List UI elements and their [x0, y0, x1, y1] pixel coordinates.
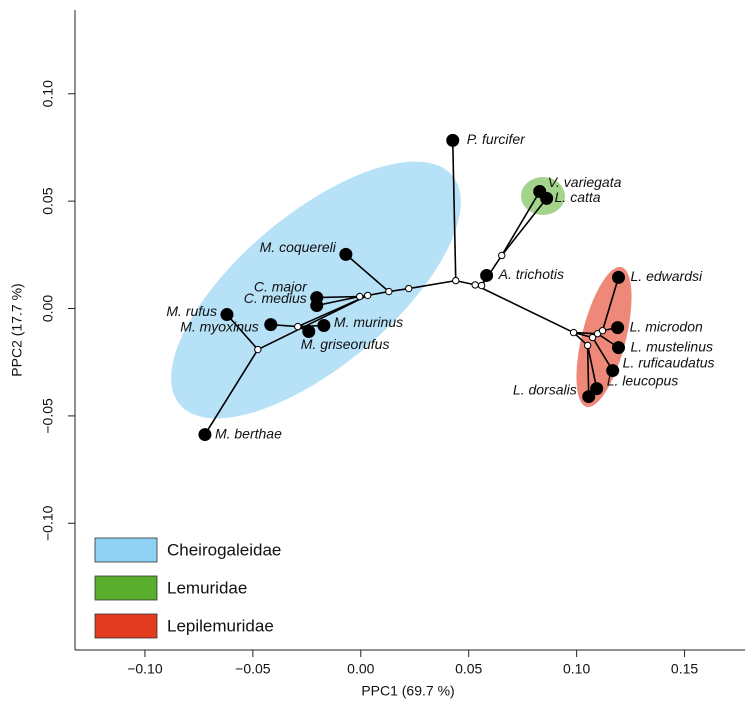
- tip-point: [318, 319, 330, 331]
- y-tick-label: 0.00: [40, 295, 56, 322]
- internal-node: [386, 288, 392, 294]
- internal-node: [406, 285, 412, 291]
- tip-point: [221, 309, 233, 321]
- tip-point: [613, 271, 625, 283]
- tip-label: L. microdon: [630, 318, 703, 334]
- internal-node: [295, 323, 301, 329]
- tip-label: M. myoxinus: [180, 318, 259, 334]
- tip-point: [199, 429, 211, 441]
- internal-node: [499, 252, 505, 258]
- tip-point: [447, 134, 459, 146]
- tree-edge: [502, 191, 540, 255]
- tip-label: P. furcifer: [467, 131, 526, 147]
- tip-point: [591, 383, 603, 395]
- legend-swatch: [95, 614, 157, 638]
- x-axis-label: PPC1 (69.7 %): [361, 683, 454, 699]
- tip-point: [541, 192, 553, 204]
- x-tick-label: 0.15: [671, 661, 698, 677]
- tip-point: [311, 300, 323, 312]
- internal-node: [255, 346, 261, 352]
- tip-point: [607, 365, 619, 377]
- tip-point: [481, 269, 493, 281]
- y-tick-label: −0.10: [40, 505, 56, 541]
- tip-label: L. ruficaudatus: [623, 354, 715, 370]
- x-tick-label: 0.05: [455, 661, 482, 677]
- tip-label: M. berthae: [215, 425, 282, 441]
- tip-label: C. medius: [244, 290, 307, 306]
- legend-label: Lepilemuridae: [167, 616, 274, 635]
- tip-label: M. murinus: [334, 314, 403, 330]
- tip-label: V. variegata: [548, 174, 622, 190]
- tip-label: L. edwardsi: [631, 268, 703, 284]
- x-tick-label: −0.05: [235, 661, 271, 677]
- legend-swatch: [95, 538, 157, 562]
- tip-label: M. coquereli: [260, 239, 337, 255]
- cheirogaleidae-region: [131, 117, 501, 462]
- internal-node: [453, 277, 459, 283]
- tree-edge: [475, 285, 573, 333]
- y-tick-label: −0.05: [40, 398, 56, 434]
- legend-swatch: [95, 576, 157, 600]
- x-tick-label: −0.10: [127, 661, 163, 677]
- tip-label: A. trichotis: [498, 266, 564, 282]
- y-axis-label: PPC2 (17.7 %): [9, 283, 25, 376]
- internal-node: [364, 292, 370, 298]
- internal-node: [584, 342, 590, 348]
- internal-node: [599, 327, 605, 333]
- legend-label: Lemuridae: [167, 578, 247, 597]
- tip-label: M. rufus: [166, 303, 217, 319]
- tip-point: [613, 342, 625, 354]
- chart: PPC1 (69.7 %) PPC2 (17.7 %) −0.10 −0.05 0.…: [0, 0, 745, 711]
- internal-node: [357, 293, 363, 299]
- internal-node: [570, 329, 576, 335]
- y-tick-label: 0.05: [40, 187, 56, 214]
- tip-point: [340, 248, 352, 260]
- internal-node: [478, 282, 484, 288]
- tip-label: M. griseorufus: [301, 336, 390, 352]
- internal-node: [472, 282, 478, 288]
- tip-label: L. dorsalis: [513, 381, 577, 397]
- x-tick-label: 0.00: [347, 661, 374, 677]
- tree-edge: [502, 198, 547, 255]
- tip-label: L. catta: [555, 189, 601, 205]
- x-tick-label: 0.10: [563, 661, 590, 677]
- legend-label: Cheirogaleidae: [167, 540, 281, 559]
- tip-point: [612, 322, 624, 334]
- y-tick-label: 0.10: [40, 80, 56, 107]
- tip-point: [265, 319, 277, 331]
- tip-label: L. mustelinus: [631, 338, 713, 354]
